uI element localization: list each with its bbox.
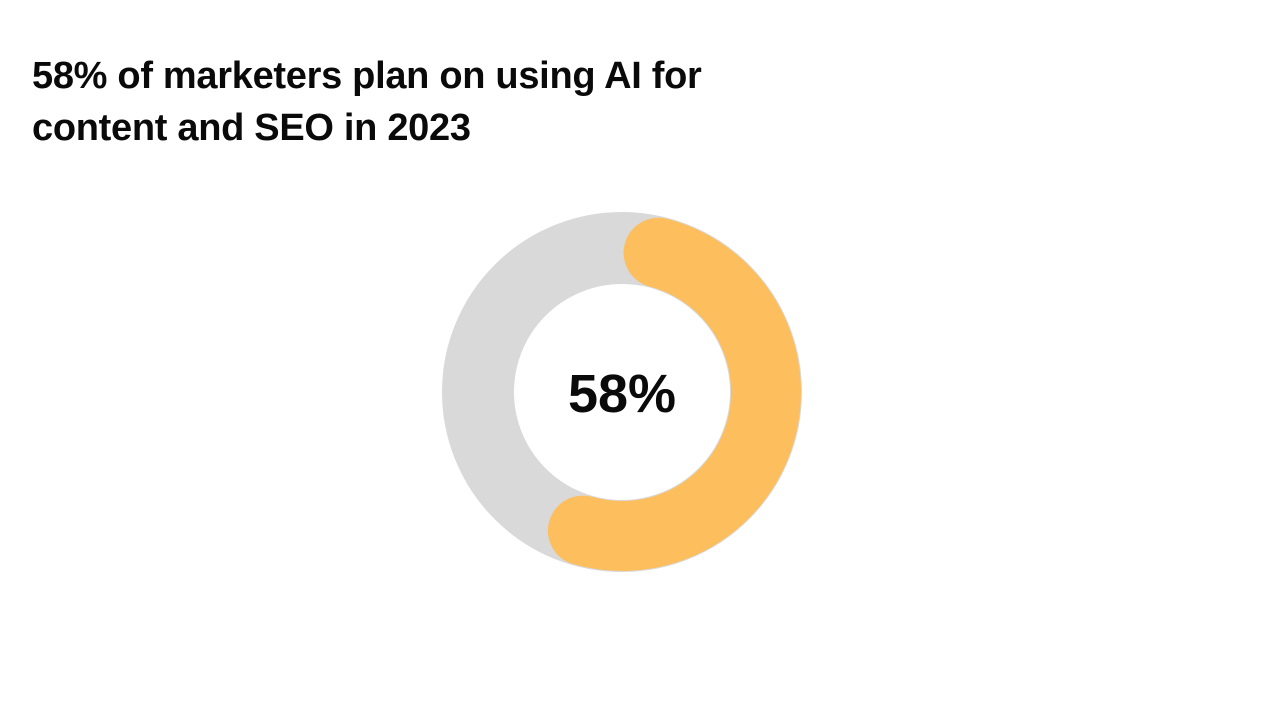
donut-chart-graphic [442,212,802,572]
donut-chart: 58% [442,212,802,572]
chart-title-line-2: content and SEO in 2023 [32,107,471,149]
donut-center-label: 58% [567,364,677,424]
donut-value-arc [443,213,801,571]
chart-title: 58% of marketers plan on using AI for co… [32,50,812,154]
chart-title-line-1: 58% of marketers plan on using AI for [32,55,702,97]
